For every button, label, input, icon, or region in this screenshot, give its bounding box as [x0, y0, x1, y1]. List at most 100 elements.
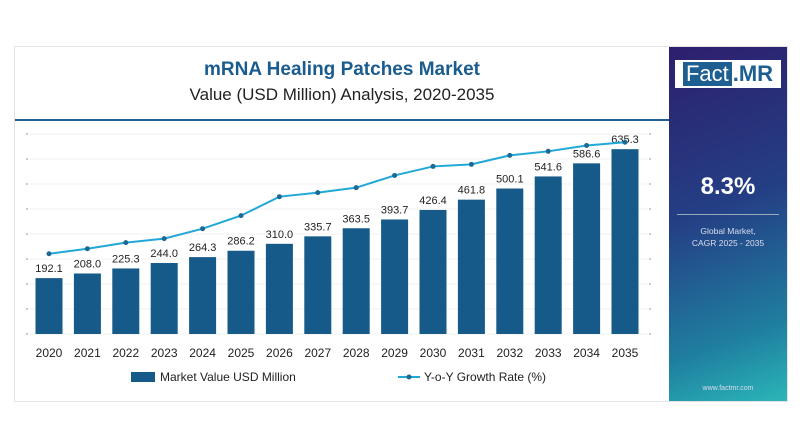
x-tick-label: 2030: [420, 346, 447, 360]
growth-point: [123, 240, 129, 246]
bar-2033: [534, 176, 562, 334]
data-label: 208.0: [74, 258, 102, 270]
data-label: 335.7: [304, 221, 332, 233]
x-tick-label: 2031: [458, 346, 485, 360]
data-label: 225.3: [112, 253, 140, 265]
bar-2029: [381, 219, 409, 334]
x-tick-label: 2032: [496, 346, 523, 360]
x-tick-label: 2027: [304, 346, 331, 360]
tick-mark: [26, 283, 28, 285]
bar-2027: [304, 236, 332, 334]
legend-line-marker: [406, 374, 412, 380]
legend-line-label: Y-o-Y Growth Rate (%): [424, 370, 546, 384]
x-tick-label: 2020: [36, 346, 63, 360]
growth-point: [238, 213, 244, 219]
tick-mark: [649, 333, 651, 335]
bar-2020: [35, 278, 63, 334]
bar-2024: [189, 257, 217, 334]
growth-point: [468, 161, 474, 167]
tick-mark: [649, 308, 651, 310]
growth-point: [353, 185, 359, 191]
data-label: 393.7: [381, 204, 409, 216]
data-label: 192.1: [35, 263, 63, 275]
side-panel: Fact .MR 8.3% Global Market, CAGR 2025 - 2…: [669, 47, 787, 401]
growth-line: [48, 141, 626, 255]
logo-text-fact: Fact: [682, 62, 732, 86]
cagr-value: 8.3%: [700, 173, 756, 200]
cagr-label-line2: CAGR 2025 - 2035: [691, 238, 765, 248]
side-divider: [677, 214, 779, 215]
data-label: 426.4: [419, 195, 447, 207]
growth-point: [507, 152, 513, 158]
factmr-logo: Fact .MR: [675, 60, 781, 88]
tick-mark: [26, 208, 28, 210]
legend-bar-swatch: [131, 372, 155, 382]
bar-2032: [496, 188, 524, 334]
chart-title: mRNA Healing Patches Market: [204, 59, 480, 80]
cagr-label-line1: Global Market,: [700, 226, 756, 236]
tick-mark: [26, 233, 28, 235]
growth-point: [545, 148, 551, 154]
data-label: 586.6: [573, 148, 601, 160]
bar-2034: [573, 163, 601, 334]
tick-mark: [26, 308, 28, 310]
x-tick-label: 2025: [228, 346, 255, 360]
x-tick-label: 2021: [74, 346, 101, 360]
tick-mark: [26, 183, 28, 185]
x-tick-label: 2033: [535, 346, 562, 360]
chart-frame: mRNA Healing Patches Market Value (USD M…: [14, 46, 788, 402]
growth-point: [392, 172, 398, 178]
bar-2023: [150, 263, 178, 334]
growth-point: [584, 142, 590, 148]
x-tick-label: 2024: [189, 346, 216, 360]
x-tick-label: 2022: [112, 346, 139, 360]
tick-mark: [26, 133, 28, 135]
bar-2031: [457, 199, 485, 334]
bar-2021: [73, 273, 101, 334]
title-divider: [15, 119, 669, 121]
data-label: 363.5: [342, 213, 370, 225]
growth-point: [200, 226, 206, 232]
growth-point: [430, 163, 436, 169]
growth-point: [622, 139, 628, 145]
x-tick-label: 2035: [612, 346, 639, 360]
growth-point: [161, 236, 167, 242]
chart-subtitle: Value (USD Million) Analysis, 2020-2035: [189, 85, 495, 104]
bar-2022: [112, 268, 140, 334]
data-label: 500.1: [496, 174, 524, 186]
data-label: 310.0: [266, 229, 294, 241]
data-label: 264.3: [189, 242, 217, 254]
bar-2030: [419, 209, 447, 334]
x-tick-label: 2026: [266, 346, 293, 360]
tick-mark: [26, 158, 28, 160]
bar-2028: [342, 228, 370, 334]
tick-mark: [649, 133, 651, 135]
growth-point: [276, 194, 282, 200]
data-label: 286.2: [227, 236, 255, 248]
data-label: 541.6: [534, 161, 562, 173]
website-url: www.factmr.com: [702, 385, 754, 392]
tick-mark: [649, 258, 651, 260]
growth-point: [84, 246, 90, 252]
tick-mark: [649, 208, 651, 210]
growth-point: [315, 190, 321, 196]
tick-mark: [26, 333, 28, 335]
legend-bar-label: Market Value USD Million: [160, 370, 296, 384]
x-tick-label: 2029: [381, 346, 408, 360]
bar-2025: [227, 250, 255, 334]
bar-2026: [265, 243, 293, 334]
tick-mark: [26, 258, 28, 260]
data-label: 244.0: [150, 248, 178, 260]
logo-text-mr: .MR: [732, 61, 774, 86]
bar-2035: [611, 149, 639, 334]
x-tick-label: 2034: [573, 346, 600, 360]
tick-mark: [649, 158, 651, 160]
x-tick-label: 2028: [343, 346, 370, 360]
growth-point: [46, 251, 52, 257]
tick-mark: [649, 283, 651, 285]
cagr-label: Global Market, CAGR 2025 - 2035: [669, 225, 787, 249]
data-label: 461.8: [458, 185, 486, 197]
tick-mark: [649, 183, 651, 185]
tick-mark: [649, 233, 651, 235]
